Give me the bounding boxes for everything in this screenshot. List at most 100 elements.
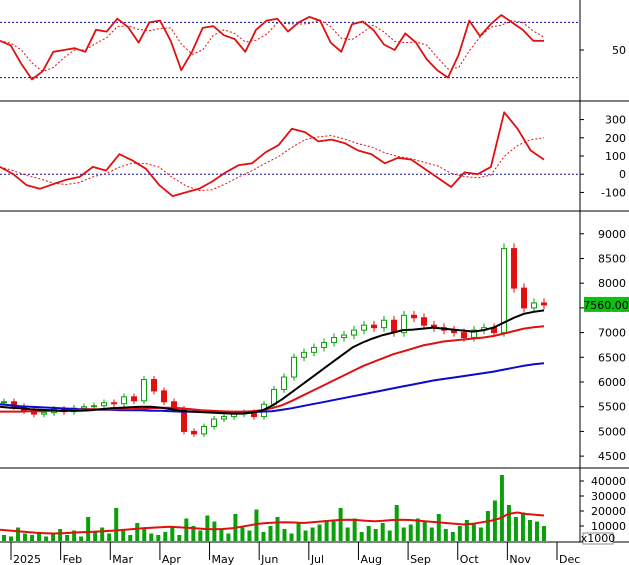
macd-line xyxy=(0,111,545,198)
stochastic-panel: 50 xyxy=(0,14,626,81)
price-candle xyxy=(461,332,467,339)
x-tick-label: Jul xyxy=(310,553,324,565)
volume-bar xyxy=(58,529,63,541)
price-candle xyxy=(41,412,47,415)
volume-bar xyxy=(352,518,357,541)
price-candle xyxy=(201,425,207,435)
price-candle xyxy=(391,319,397,334)
price-candle xyxy=(141,379,147,402)
price-tick-label: 5500 xyxy=(598,401,626,414)
volume-bar xyxy=(240,527,245,541)
volume-bar xyxy=(387,530,392,541)
volume-bar xyxy=(268,526,273,541)
volume-bar xyxy=(177,535,182,541)
volume-bar xyxy=(331,521,336,541)
macd-tick-label: 300 xyxy=(605,114,626,127)
volume-bar xyxy=(492,500,497,541)
price-candle xyxy=(321,341,327,348)
price-tick-label: 6500 xyxy=(598,351,626,364)
volume-bar xyxy=(121,530,126,541)
price-tick-label: 8500 xyxy=(598,252,626,265)
volume-bar xyxy=(506,505,511,541)
volume-bar xyxy=(338,508,343,541)
volume-bar xyxy=(380,523,385,541)
volume-bar xyxy=(30,535,35,541)
volume-bar xyxy=(198,530,203,541)
price-candle xyxy=(281,376,287,390)
last-price-label: 7560.00 xyxy=(583,299,629,312)
volume-unit-box xyxy=(582,532,614,545)
volume-bar xyxy=(422,521,427,541)
volume-bar xyxy=(93,532,98,541)
price-candle xyxy=(331,337,337,343)
volume-bar xyxy=(513,517,518,541)
volume-bar xyxy=(191,526,196,541)
macd-signal-line xyxy=(0,134,545,192)
volume-bar xyxy=(296,523,301,541)
price-candle xyxy=(11,401,17,408)
volume-bar xyxy=(408,524,413,541)
macd-tick-label: 0 xyxy=(619,168,626,181)
volume-bar xyxy=(261,532,266,541)
price-candle xyxy=(111,402,117,405)
price-candle xyxy=(421,317,427,326)
price-candle xyxy=(291,356,297,378)
price-panel: 9000850080007500700065006000550050004500… xyxy=(0,228,629,463)
x-tick-label: Dec xyxy=(559,553,580,565)
x-tick-label: Sep xyxy=(410,553,431,565)
x-tick-label: Feb xyxy=(63,553,82,565)
x-axis: 2025 Feb Mar Apr May Jun Jul Aug Sep Oct Nov Dec xyxy=(10,542,580,565)
volume-bar xyxy=(135,523,140,541)
price-candle xyxy=(531,302,537,309)
price-candle xyxy=(131,396,137,402)
volume-bar xyxy=(170,527,175,541)
stoch-tick-label: 50 xyxy=(612,44,626,57)
price-candle xyxy=(91,405,97,408)
x-tick-label: Nov xyxy=(509,553,531,565)
volume-bar xyxy=(212,521,217,541)
price-candle xyxy=(81,406,87,409)
volume-bar xyxy=(51,533,56,541)
price-candle xyxy=(381,319,387,329)
volume-bar xyxy=(401,527,406,541)
price-tick-label: 9000 xyxy=(598,228,626,241)
volume-bar xyxy=(527,520,532,541)
volume-bar xyxy=(128,535,133,541)
volume-bar xyxy=(23,533,28,541)
macd-panel: 300 200 100 0 -100 xyxy=(0,111,626,199)
volume-unit-label: x1000 xyxy=(581,532,616,545)
volume-bar xyxy=(142,529,147,541)
price-candle xyxy=(351,329,357,336)
volume-bar xyxy=(79,536,84,541)
price-candle xyxy=(521,287,527,309)
volume-bar xyxy=(471,523,476,541)
x-tick-label: Apr xyxy=(162,553,182,565)
last-price-badge xyxy=(584,296,629,312)
price-candle xyxy=(121,396,127,405)
volume-bar xyxy=(9,536,14,541)
price-tick-label: 4500 xyxy=(598,450,626,463)
volume-bar xyxy=(100,527,105,541)
price-candle xyxy=(371,324,377,329)
price-candle xyxy=(1,401,7,404)
volume-bar xyxy=(436,514,441,541)
macd-tick-label: 100 xyxy=(605,150,626,163)
volume-bar xyxy=(254,509,259,541)
volume-tick-label: 30000 xyxy=(591,490,626,503)
price-candle xyxy=(401,314,407,334)
volume-bar xyxy=(450,532,455,541)
price-candle xyxy=(191,430,197,435)
price-candle xyxy=(101,402,107,407)
x-tick-label: May xyxy=(212,553,235,565)
volume-bar xyxy=(16,527,21,541)
volume-bar xyxy=(72,530,77,541)
volume-bar xyxy=(184,518,189,541)
volume-bar xyxy=(163,532,168,541)
volume-bar xyxy=(464,520,469,541)
price-candle xyxy=(411,314,417,319)
volume-bar xyxy=(107,533,112,541)
volume-bar xyxy=(226,533,231,541)
price-tick-label: 5000 xyxy=(598,425,626,438)
